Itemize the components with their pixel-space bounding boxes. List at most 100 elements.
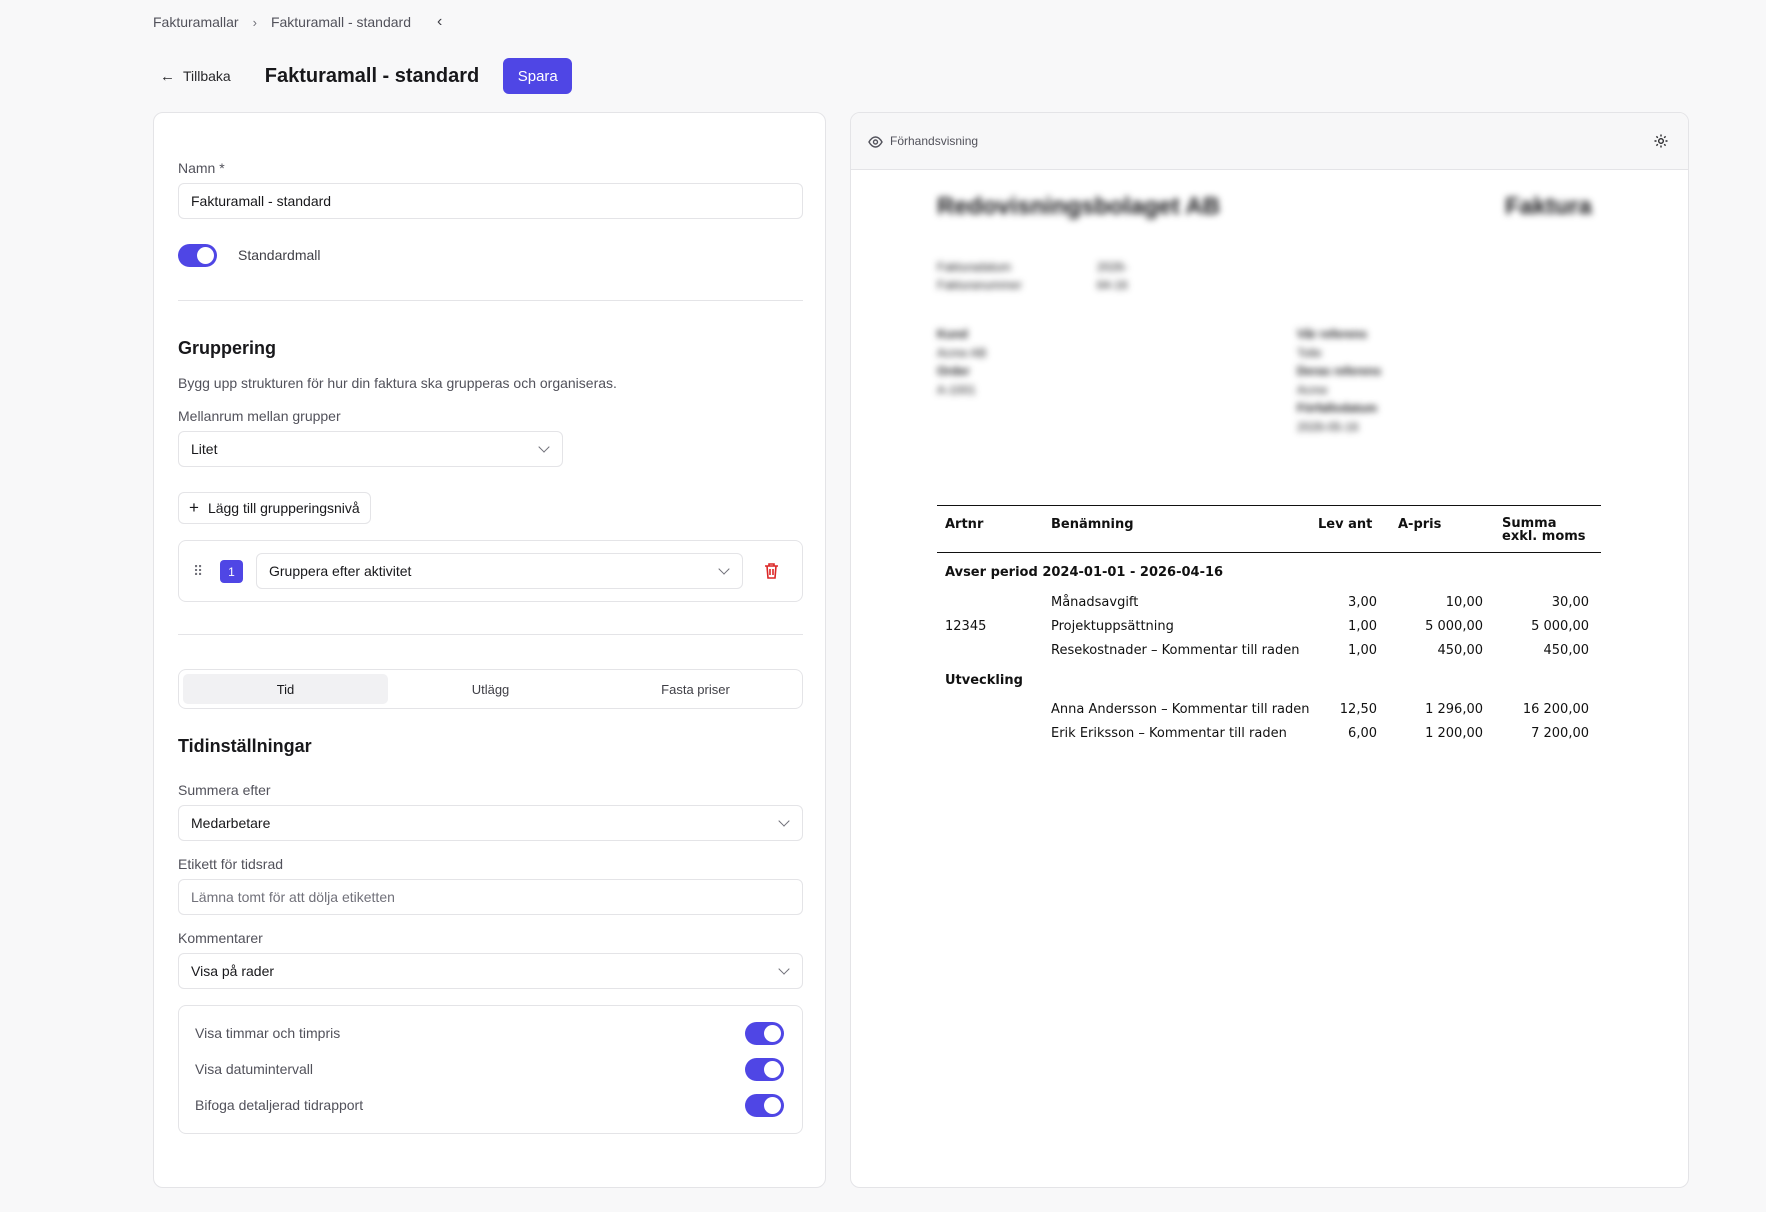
time-row-label-input[interactable]: Lämna tomt för att dölja etiketten bbox=[178, 879, 803, 915]
table-row: Erik Eriksson – Kommentar till raden 6,0… bbox=[937, 726, 1601, 744]
time-settings-title: Tidinställningar bbox=[178, 736, 312, 756]
reference-line: Acme bbox=[1297, 382, 1328, 397]
invoice-meta: Fakturadatum 2026-04-16 Fakturanummer - bbox=[937, 258, 1128, 294]
column-header-art: Artnr bbox=[945, 517, 984, 532]
reference-line: Deras referens bbox=[1297, 364, 1382, 378]
sum-by-value: Medarbetare bbox=[191, 815, 271, 831]
table-row: Resekostnader – Kommentar till raden 1,0… bbox=[937, 643, 1601, 661]
show-date-range-toggle[interactable] bbox=[745, 1058, 784, 1081]
cell-sum: 16 200,00 bbox=[1522, 702, 1589, 717]
cell-price: 10,00 bbox=[1445, 595, 1483, 610]
sum-by-select[interactable]: Medarbetare bbox=[178, 805, 803, 841]
cell-price: 1 296,00 bbox=[1425, 702, 1483, 717]
cell-price: 450,00 bbox=[1437, 643, 1484, 658]
customer-line: A-1001 bbox=[937, 382, 976, 397]
toggle-knob bbox=[764, 1061, 781, 1078]
grouping-level-row: ⠿ 1 Gruppera efter aktivitet bbox=[178, 540, 803, 602]
attach-timesheet-label: Bifoga detaljerad tidrapport bbox=[195, 1097, 364, 1113]
save-button[interactable]: Spara bbox=[503, 58, 573, 94]
cell-qty: 1,00 bbox=[1348, 643, 1377, 658]
table-row: Anna Andersson – Kommentar till raden 12… bbox=[937, 702, 1601, 720]
company-name: Redovisningsbolaget AB bbox=[937, 193, 1221, 220]
comments-select[interactable]: Visa på rader bbox=[178, 953, 803, 989]
group-title: Utveckling bbox=[945, 673, 1023, 688]
group-title: Avser period 2024-01-01 - 2026-04-16 bbox=[945, 565, 1224, 580]
cell-name: Anna Andersson – Kommentar till raden bbox=[1051, 702, 1310, 717]
back-button[interactable]: ← Tillbaka bbox=[160, 68, 231, 85]
cell-name: Månadsavgift bbox=[1051, 595, 1139, 610]
breadcrumb: Fakturamallar › Fakturamall - standard ‹ bbox=[153, 13, 442, 31]
cell-name: Erik Eriksson – Kommentar till raden bbox=[1051, 726, 1287, 741]
reference-block: Vår referens Tolle Deras referens Acme F… bbox=[1297, 325, 1381, 436]
reference-line: Förfallodatum bbox=[1297, 401, 1377, 415]
reference-line: Tolle bbox=[1297, 345, 1322, 360]
add-grouping-level-button[interactable]: + Lägg till grupperingsnivå bbox=[178, 492, 371, 524]
group-spacing-select[interactable]: Litet bbox=[178, 431, 563, 467]
breadcrumb-separator-icon: › bbox=[252, 14, 257, 30]
tab-time[interactable]: Tid bbox=[183, 674, 388, 704]
time-row-label-label: Etikett för tidsrad bbox=[178, 856, 284, 872]
cell-qty: 3,00 bbox=[1348, 595, 1377, 610]
collapse-sidebar-icon[interactable]: ‹ bbox=[437, 13, 443, 30]
template-settings-panel: Namn * Fakturamall - standard Standardma… bbox=[153, 112, 826, 1188]
grouping-title: Gruppering bbox=[178, 338, 276, 358]
group-spacing-value: Litet bbox=[191, 441, 218, 457]
tab-fixed-prices[interactable]: Fasta priser bbox=[661, 681, 730, 697]
reference-line: Vår referens bbox=[1297, 327, 1368, 341]
add-grouping-level-label: Lägg till grupperingsnivå bbox=[207, 500, 360, 516]
cell-sum: 30,00 bbox=[1551, 595, 1589, 610]
table-row: 12345 Projektuppsättning 1,00 5 000,00 5… bbox=[937, 619, 1601, 637]
item-type-tabs: Tid Utlägg Fasta priser bbox=[178, 669, 803, 709]
toggle-knob bbox=[764, 1025, 781, 1042]
invoice-date-value: 2026-04-16 bbox=[1097, 260, 1128, 292]
name-input[interactable]: Fakturamall - standard bbox=[178, 183, 803, 219]
chevron-down-icon bbox=[538, 441, 550, 453]
breadcrumb-item-templates[interactable]: Fakturamallar bbox=[153, 14, 239, 30]
cell-name: Projektuppsättning bbox=[1051, 619, 1174, 634]
divider bbox=[178, 634, 803, 635]
column-header-name: Benämning bbox=[1051, 517, 1134, 532]
breadcrumb-item-current: Fakturamall - standard bbox=[270, 14, 411, 30]
invoice-date-key: Fakturadatum bbox=[937, 260, 1012, 274]
column-header-sum: Summa exkl. moms bbox=[1502, 516, 1586, 544]
time-options-box: Visa timmar och timpris Visa datuminterv… bbox=[178, 1005, 803, 1134]
column-header-price: A-pris bbox=[1398, 517, 1442, 532]
preview-header: Förhandsvisning bbox=[851, 113, 1688, 170]
default-template-toggle[interactable] bbox=[178, 244, 217, 267]
invoice-number-value: - bbox=[1097, 278, 1101, 292]
cell-name: Resekostnader – Kommentar till raden bbox=[1051, 643, 1300, 658]
cell-qty: 1,00 bbox=[1348, 619, 1377, 634]
invoice-number-key: Fakturanummer bbox=[937, 278, 1022, 292]
chevron-down-icon bbox=[778, 815, 790, 827]
cell-qty: 6,00 bbox=[1348, 726, 1377, 741]
show-date-range-label: Visa datumintervall bbox=[195, 1061, 314, 1077]
column-header-qty: Lev ant bbox=[1318, 517, 1373, 532]
drag-handle-icon[interactable]: ⠿ bbox=[193, 563, 203, 579]
tab-expenses[interactable]: Utlägg bbox=[471, 681, 510, 697]
group-by-value: Gruppera efter aktivitet bbox=[269, 563, 412, 579]
show-hours-toggle[interactable] bbox=[745, 1022, 784, 1045]
cell-sum: 7 200,00 bbox=[1531, 726, 1589, 741]
divider bbox=[178, 300, 803, 301]
invoice-preview-panel: Förhandsvisning Redovisningsbolaget AB F… bbox=[850, 112, 1689, 1188]
page-header: ← Tillbaka Fakturamall - standard Spara bbox=[160, 57, 573, 95]
table-header: Artnr Benämning Lev ant A-pris Summa exk… bbox=[937, 505, 1601, 553]
comments-value: Visa på rader bbox=[191, 963, 275, 979]
cell-price: 5 000,00 bbox=[1425, 619, 1483, 634]
toggle-knob bbox=[197, 247, 214, 264]
plus-icon: + bbox=[189, 498, 199, 517]
customer-line: Kund bbox=[937, 327, 968, 341]
grouping-description: Bygg upp strukturen för hur din faktura … bbox=[178, 375, 617, 391]
attach-timesheet-toggle[interactable] bbox=[745, 1094, 784, 1117]
cell-sum: 450,00 bbox=[1543, 643, 1590, 658]
group-by-select[interactable]: Gruppera efter aktivitet bbox=[256, 553, 743, 589]
document-type: Faktura bbox=[1505, 193, 1592, 220]
gear-icon[interactable] bbox=[1653, 133, 1669, 154]
customer-block: Kund Acme AB Order A-1001 bbox=[937, 325, 986, 399]
show-hours-label: Visa timmar och timpris bbox=[195, 1025, 341, 1041]
table-row: Månadsavgift 3,00 10,00 30,00 bbox=[937, 595, 1601, 613]
sum-by-label: Summera efter bbox=[178, 782, 271, 798]
trash-icon[interactable] bbox=[764, 562, 779, 584]
eye-icon bbox=[868, 135, 883, 153]
comments-label: Kommentarer bbox=[178, 930, 263, 946]
